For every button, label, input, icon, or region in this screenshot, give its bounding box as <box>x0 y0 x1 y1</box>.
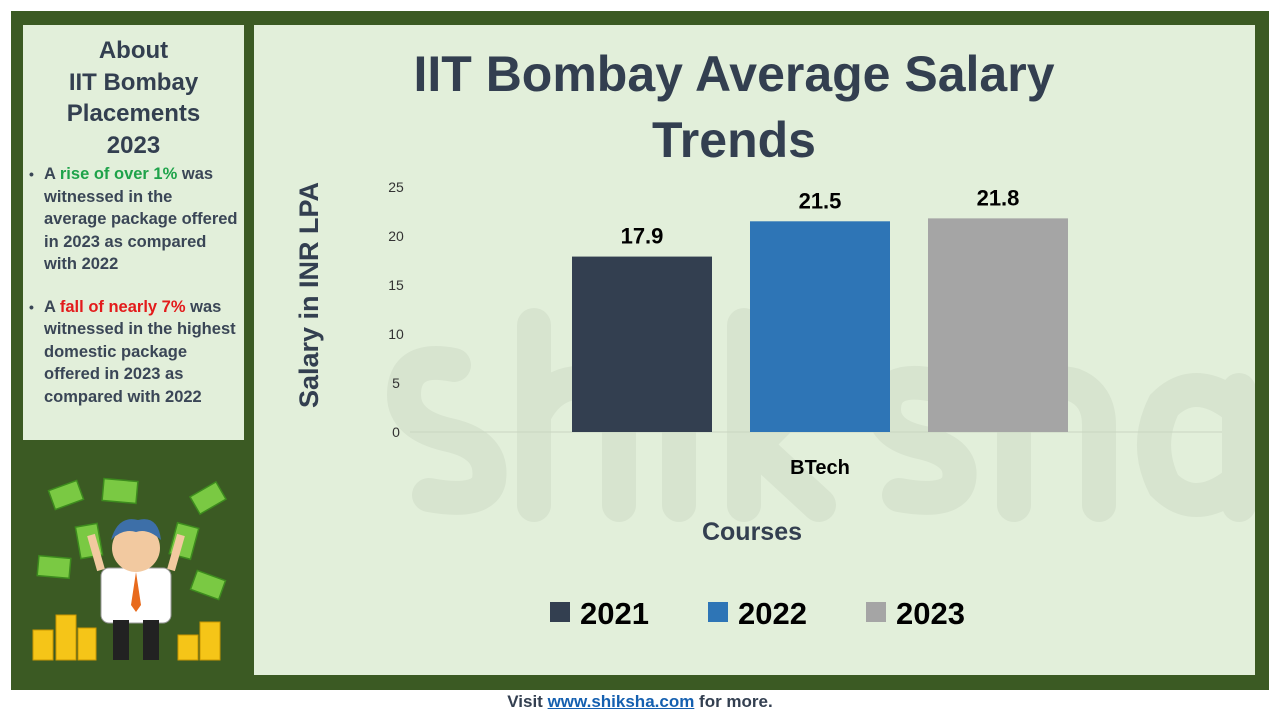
bar-2022 <box>750 221 890 432</box>
bar-2023 <box>928 218 1068 432</box>
about-panel: About IIT Bombay Placements 2023 A rise … <box>23 25 244 440</box>
bullet-text: was witnessed in the highest domestic pa… <box>44 297 236 406</box>
bullet-highlight: rise of over 1% <box>59 165 178 183</box>
bar-chart: 0 5 10 15 20 25 17.9 21.5 21.8 BTech Courses Sa… <box>294 179 1222 631</box>
bullet-prefix: A <box>44 297 60 316</box>
category-label: BTech <box>790 457 850 479</box>
about-heading: About IIT Bombay Placements 2023 <box>66 37 201 159</box>
y-tick-label: 0 <box>392 424 400 440</box>
legend-swatch-2022 <box>708 602 728 622</box>
y-axis-label: Salary in INR LPA <box>294 182 324 408</box>
chart-title: IIT Bombay Average Salary Trends <box>413 46 1055 168</box>
footer-prefix: Visit <box>507 692 548 711</box>
bullet-item: A rise of over 1% was witnessed in the a… <box>27 163 238 276</box>
legend-label-2023: 2023 <box>896 596 965 631</box>
data-label-2021: 17.9 <box>621 224 664 249</box>
footer: Visit www.shiksha.com for more. <box>0 692 1280 712</box>
y-tick-label: 15 <box>388 277 404 293</box>
legend-label-2022: 2022 <box>738 596 807 631</box>
y-tick-label: 20 <box>388 228 404 244</box>
shiksha-link[interactable]: www.shiksha.com <box>547 692 695 711</box>
bullet-prefix: A <box>44 165 60 183</box>
coin-stacks <box>32 614 221 661</box>
bullet-text: was witnessed in the average package off… <box>44 165 238 273</box>
data-label-2023: 21.8 <box>977 185 1020 210</box>
y-tick-label: 10 <box>388 326 404 342</box>
chart-panel: IIT Bombay Average Salary Trends 0 5 10 15 2… <box>254 25 1255 675</box>
money-man-illustration <box>32 477 228 661</box>
bullet-highlight: fall of nearly 7% <box>59 297 186 316</box>
footer-suffix: for more. <box>694 692 773 711</box>
legend-label-2021: 2021 <box>580 596 649 631</box>
bullet-item: A fall of nearly 7% was witnessed in the… <box>27 296 238 409</box>
y-tick-label: 25 <box>388 179 404 195</box>
legend-swatch-2023 <box>866 602 886 622</box>
data-label-2022: 21.5 <box>799 188 842 213</box>
x-axis-label: Courses <box>702 518 802 546</box>
man <box>87 519 185 660</box>
cash-notes <box>36 477 228 601</box>
y-tick-label: 5 <box>392 375 400 391</box>
bar-2021 <box>572 256 712 432</box>
legend-swatch-2021 <box>550 602 570 622</box>
